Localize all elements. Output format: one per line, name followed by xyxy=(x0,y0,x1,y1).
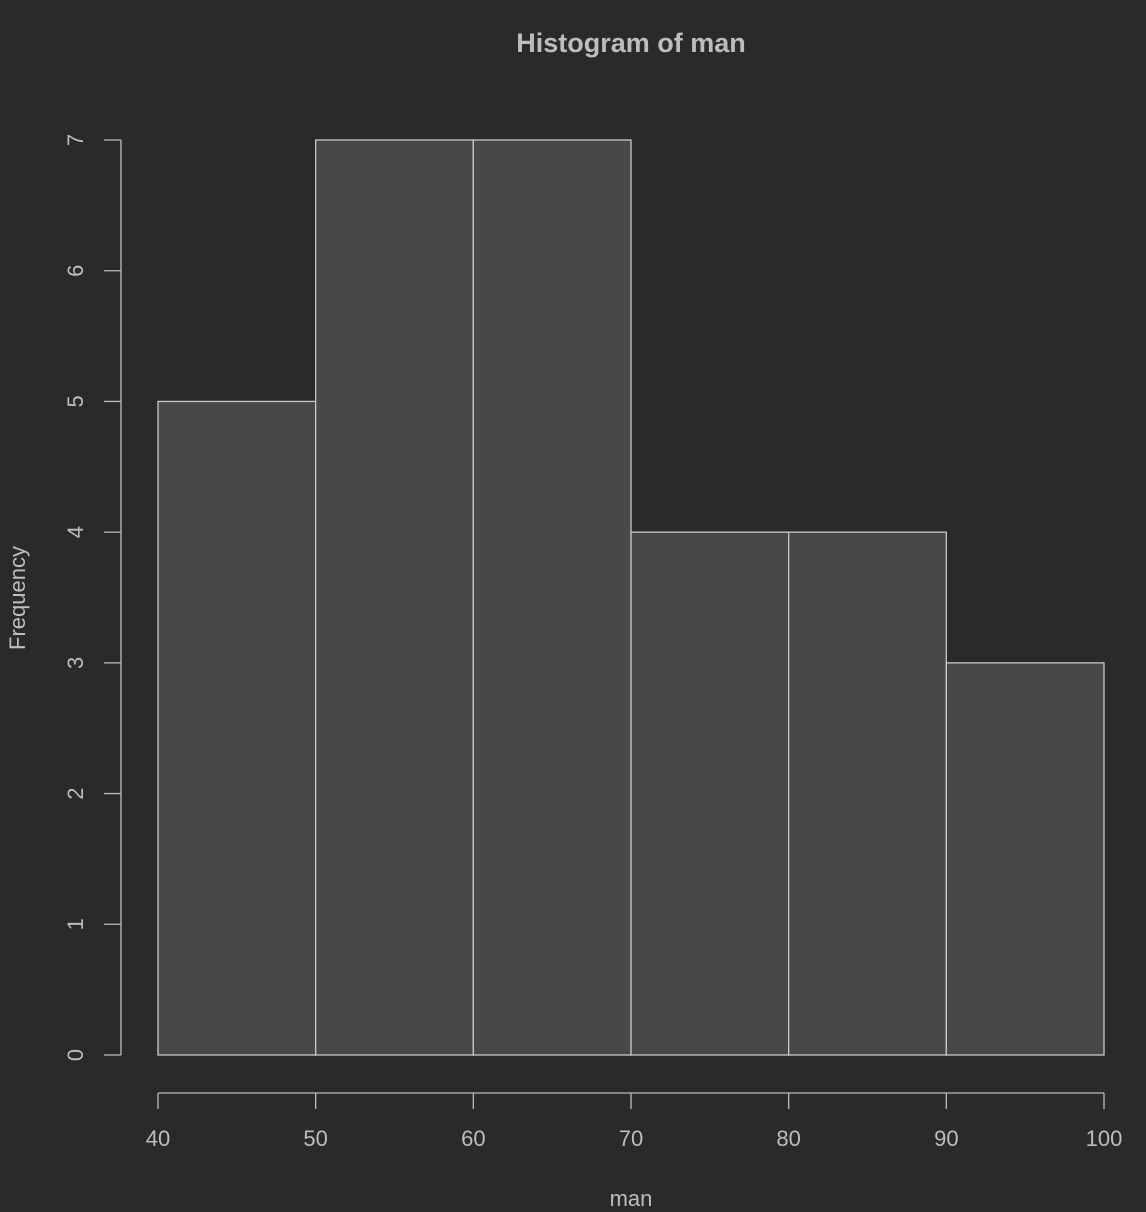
histogram-bar-60-70 xyxy=(472,139,632,1056)
x-tick-label: 80 xyxy=(776,1126,800,1151)
y-tick-label: 2 xyxy=(63,787,88,799)
y-tick-label: 4 xyxy=(63,526,88,538)
x-tick-label: 60 xyxy=(461,1126,485,1151)
histogram-bar-50-60 xyxy=(315,139,474,1056)
y-tick-label: 1 xyxy=(63,918,88,930)
y-tick-label: 5 xyxy=(63,395,88,407)
histogram-bar-80-90 xyxy=(788,531,947,1056)
x-tick-label: 100 xyxy=(1086,1126,1123,1151)
y-tick-label: 3 xyxy=(63,657,88,669)
x-tick-label: 90 xyxy=(934,1126,958,1151)
histogram-bar-70-80 xyxy=(630,531,790,1056)
bars-group xyxy=(157,139,1105,1056)
y-tick-label: 6 xyxy=(63,265,88,277)
histogram-bar-90-100 xyxy=(945,662,1105,1056)
x-tick-label: 70 xyxy=(619,1126,643,1151)
x-tick-label: 50 xyxy=(303,1126,327,1151)
chart-title: Histogram of man xyxy=(516,28,746,58)
x-axis-label: man xyxy=(610,1186,653,1211)
x-tick-label: 40 xyxy=(146,1126,170,1151)
y-axis-label: Frequency xyxy=(5,546,30,650)
histogram-bar-40-50 xyxy=(157,400,317,1056)
x-axis: 40 50 60 70 80 90 100 xyxy=(146,1092,1123,1151)
y-tick-label: 0 xyxy=(63,1049,88,1061)
y-axis: 0 1 2 3 4 5 6 7 xyxy=(63,134,122,1061)
y-tick-label: 7 xyxy=(63,134,88,146)
